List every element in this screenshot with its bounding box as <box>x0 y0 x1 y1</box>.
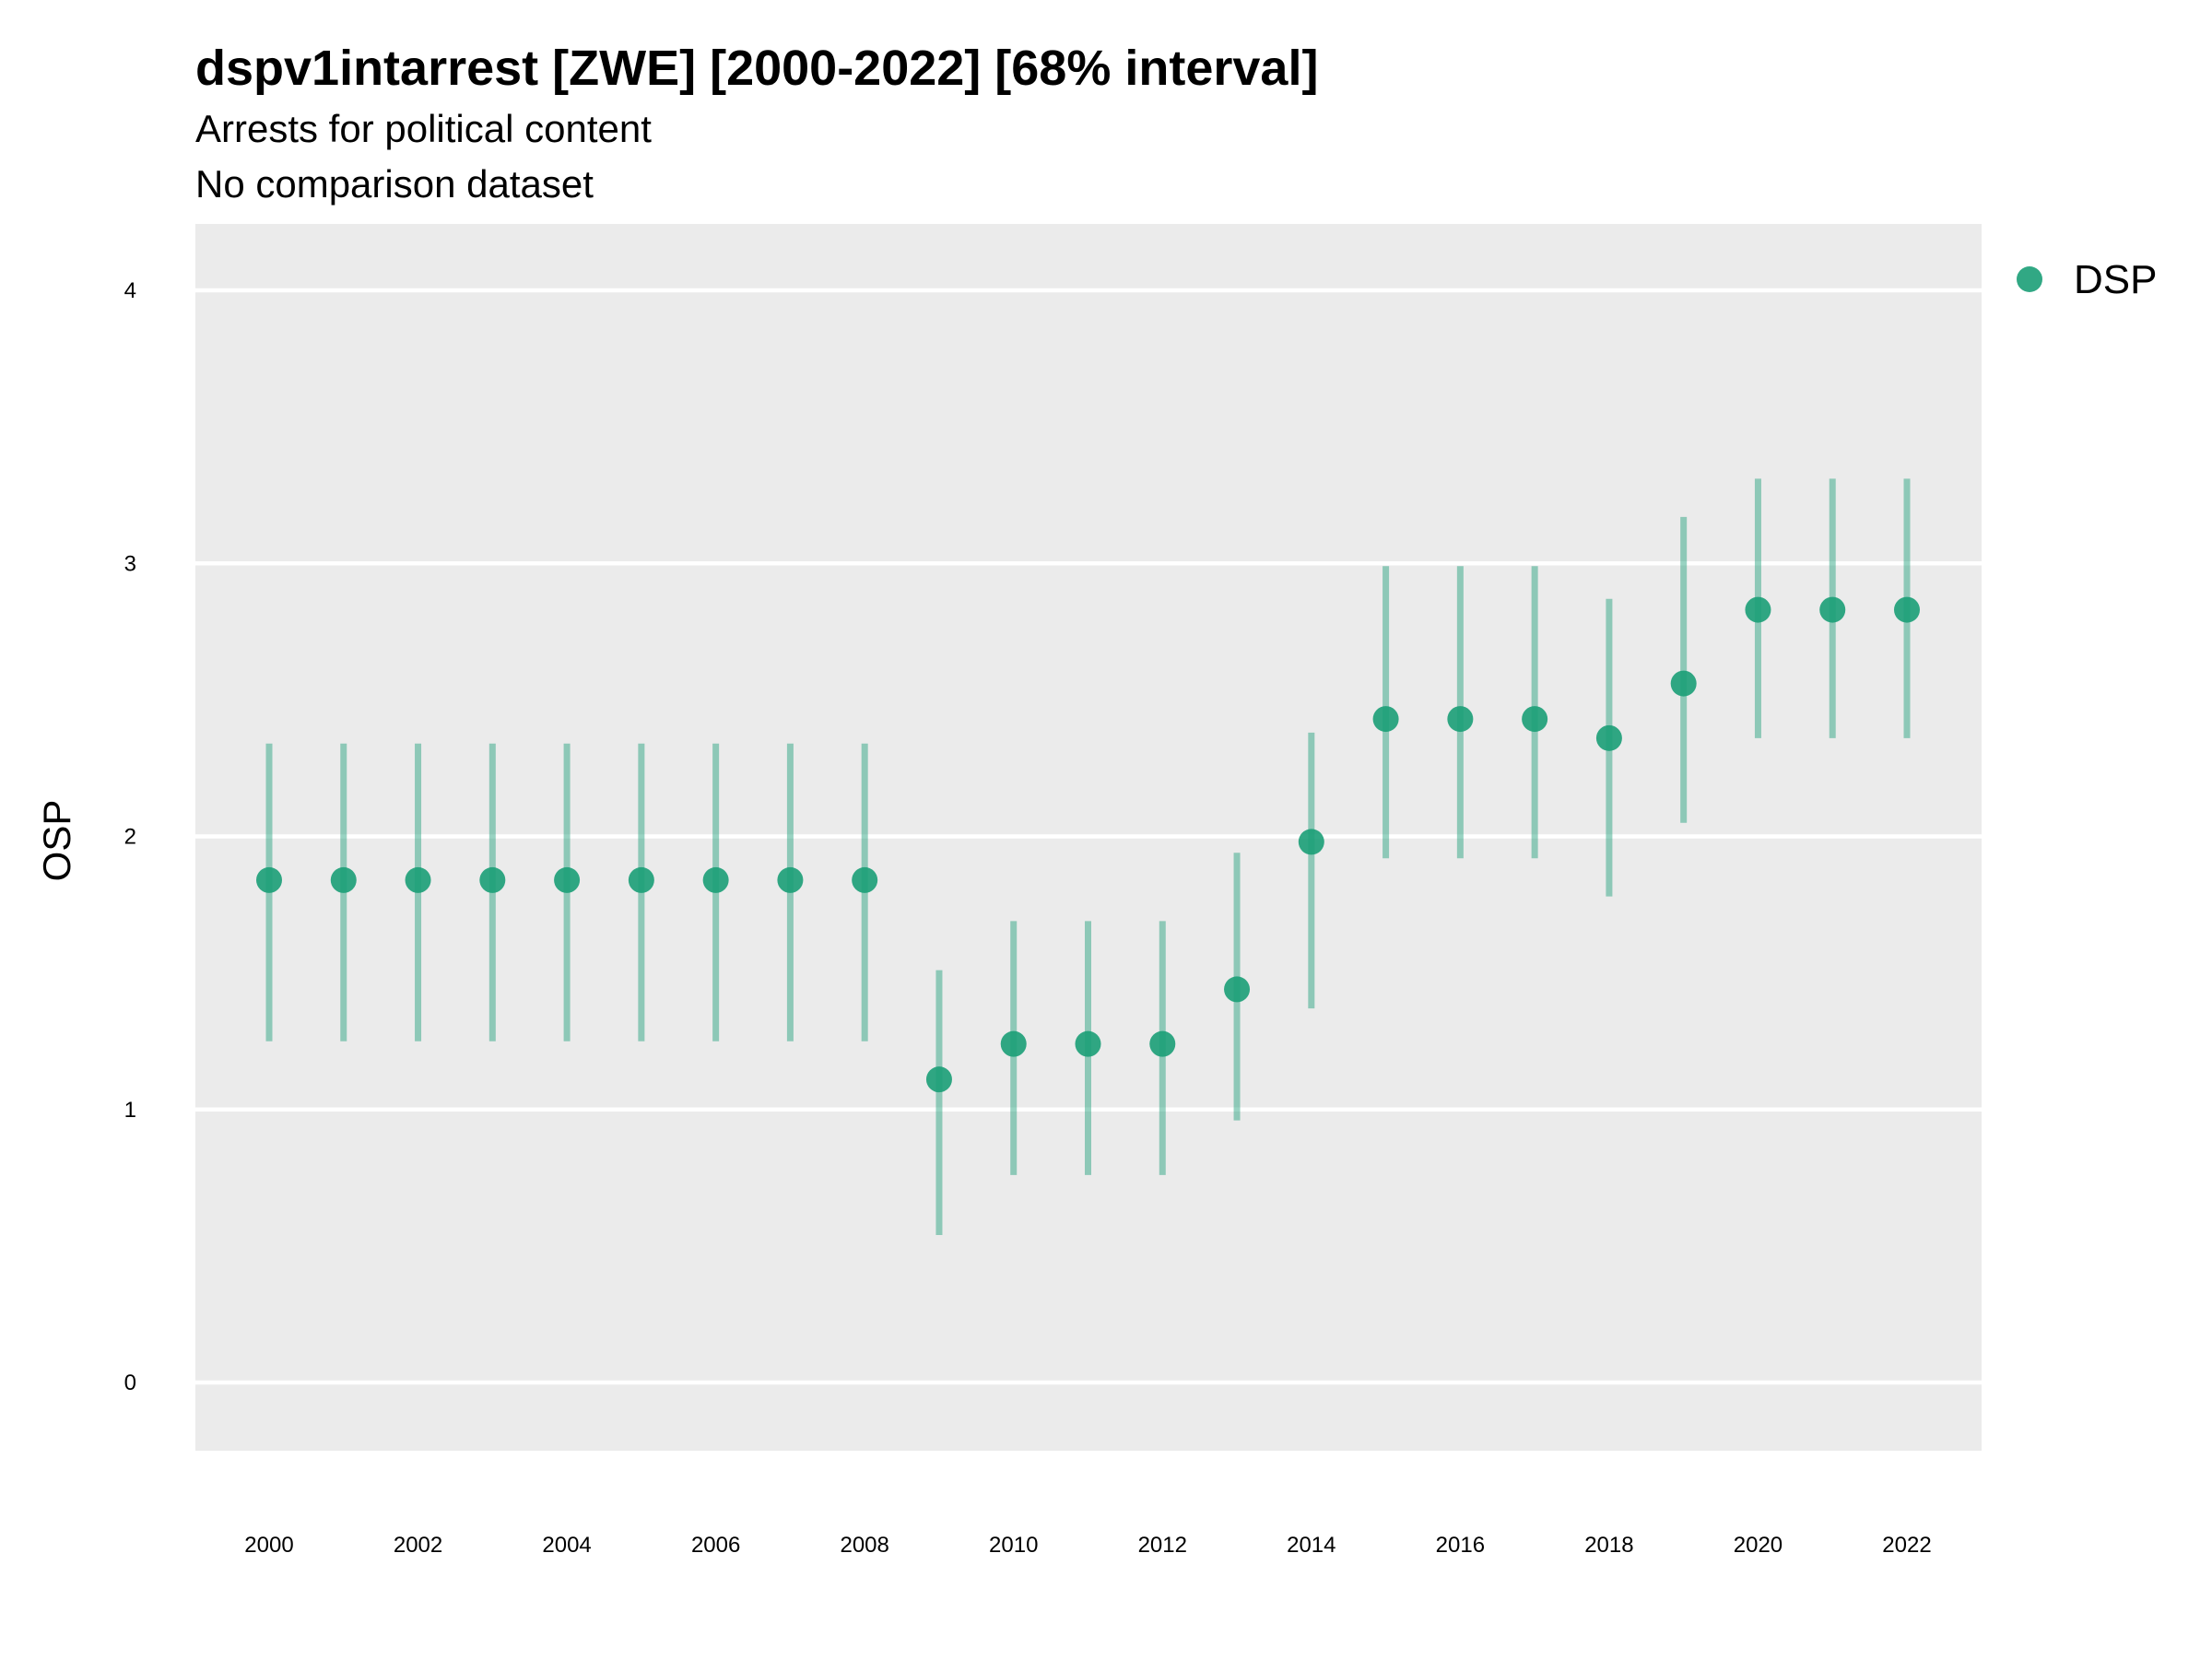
data-point <box>405 866 431 893</box>
x-tick-label: 2018 <box>1584 1533 1633 1558</box>
data-point <box>702 866 729 893</box>
x-tick-label: 2022 <box>1882 1533 1931 1558</box>
chart-subtitle: Arrests for political content <box>195 107 652 150</box>
data-point <box>628 866 654 893</box>
x-tick-label: 2016 <box>1436 1533 1485 1558</box>
x-tick-label: 2008 <box>840 1533 888 1558</box>
data-point <box>1075 1030 1101 1057</box>
chart-caption: No comparison dataset <box>195 162 594 206</box>
data-point <box>777 866 804 893</box>
data-point <box>554 866 581 893</box>
data-point <box>1745 596 1771 623</box>
data-point <box>1447 706 1474 733</box>
x-tick-label: 2002 <box>394 1533 442 1558</box>
data-point <box>256 866 282 893</box>
y-tick-label: 3 <box>124 551 136 576</box>
y-tick-label: 1 <box>124 1098 136 1123</box>
data-point <box>852 866 878 893</box>
y-tick-label: 2 <box>124 825 136 850</box>
data-point <box>479 866 506 893</box>
x-tick-label: 2010 <box>989 1533 1038 1558</box>
data-point <box>1894 596 1920 623</box>
y-tick-label: 4 <box>124 278 136 303</box>
x-tick-label: 2004 <box>542 1533 591 1558</box>
chart-title: dspv1intarrest [ZWE] [2000-2022] [68% in… <box>195 41 1318 96</box>
data-point <box>1149 1030 1176 1057</box>
data-point <box>925 1066 952 1093</box>
y-axis-label: OSP <box>35 800 78 882</box>
legend-key-dsp <box>2017 266 2042 292</box>
x-tick-label: 2014 <box>1287 1533 1335 1558</box>
x-tick-label: 2000 <box>244 1533 293 1558</box>
legend: DSP <box>2017 257 2157 302</box>
y-tick-label: 0 <box>124 1371 136 1395</box>
data-point <box>1522 706 1548 733</box>
data-point <box>330 866 357 893</box>
x-tick-label: 2006 <box>691 1533 740 1558</box>
data-point <box>1595 724 1622 751</box>
data-point <box>1372 706 1399 733</box>
x-tick-label: 2020 <box>1734 1533 1783 1558</box>
data-point <box>1298 829 1324 855</box>
legend-label-dsp: DSP <box>2074 257 2157 302</box>
data-point <box>1000 1030 1027 1057</box>
data-point <box>1224 976 1251 1003</box>
x-tick-label: 2012 <box>1138 1533 1187 1558</box>
data-point <box>1819 596 1846 623</box>
data-point <box>1670 670 1697 697</box>
